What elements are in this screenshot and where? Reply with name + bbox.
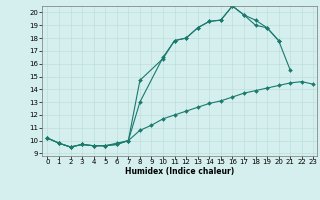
X-axis label: Humidex (Indice chaleur): Humidex (Indice chaleur)	[124, 167, 234, 176]
